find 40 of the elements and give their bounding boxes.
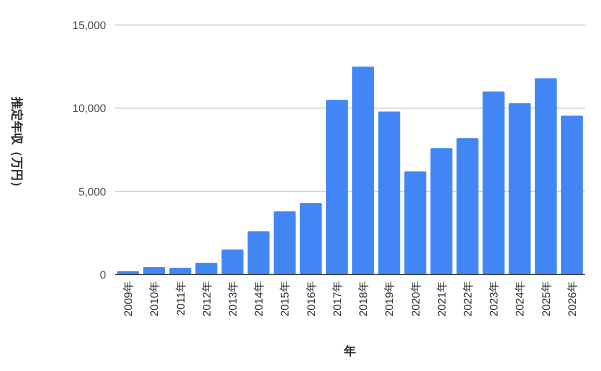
x-tick-label: 2025年 (540, 281, 553, 316)
bar (195, 262, 218, 274)
x-tick-label: 2018年 (358, 281, 370, 316)
x-tick-label: 2013年 (228, 281, 240, 316)
bar (560, 116, 583, 274)
bar (248, 231, 270, 274)
y-tick-label: 10,000 (72, 103, 106, 116)
x-tick-label: 2023年 (488, 281, 501, 316)
bar (508, 103, 531, 274)
x-tick-label: 2009年 (123, 281, 136, 316)
x-tick-label: 2012年 (201, 281, 214, 316)
x-tick-label: 2011年 (175, 281, 188, 316)
x-tick-label: 2017年 (332, 281, 344, 316)
bar (482, 92, 505, 274)
bar (378, 111, 400, 274)
bar (326, 100, 348, 274)
x-tick-label: 2019年 (384, 281, 396, 316)
y-tick-label: 15,000 (72, 20, 106, 32)
bar (274, 211, 296, 274)
y-tick-label: 5,000 (78, 186, 106, 198)
x-tick-label: 2015年 (280, 281, 292, 316)
x-tick-label: 2021年 (436, 281, 448, 316)
bar (352, 66, 374, 274)
bar (456, 138, 478, 274)
x-tick-label: 2026年 (566, 281, 579, 316)
bar (534, 78, 557, 274)
bar (222, 250, 244, 274)
x-tick-label: 2024年 (514, 281, 527, 316)
x-tick-label: 2022年 (462, 281, 474, 316)
y-tick-label: 0 (100, 270, 106, 282)
x-tick-label: 2016年 (306, 281, 318, 316)
bar (300, 202, 322, 274)
x-axis-title: 年 (343, 344, 356, 358)
bar (143, 267, 166, 274)
bar (430, 148, 452, 274)
bar (404, 171, 426, 274)
y-axis-title: 推定年収（万円） (10, 96, 24, 193)
x-tick-label: 2020年 (410, 281, 422, 316)
x-tick-label: 2010年 (149, 281, 162, 316)
x-tick-label: 2014年 (254, 281, 266, 316)
